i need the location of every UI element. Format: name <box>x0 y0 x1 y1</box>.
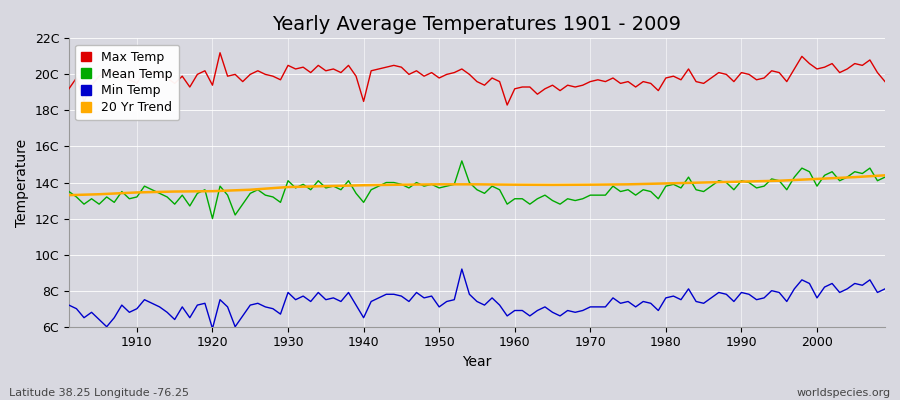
Legend: Max Temp, Mean Temp, Min Temp, 20 Yr Trend: Max Temp, Mean Temp, Min Temp, 20 Yr Tre… <box>76 44 179 120</box>
Y-axis label: Temperature: Temperature <box>15 138 29 226</box>
Text: Latitude 38.25 Longitude -76.25: Latitude 38.25 Longitude -76.25 <box>9 388 189 398</box>
X-axis label: Year: Year <box>463 355 491 369</box>
Text: worldspecies.org: worldspecies.org <box>796 388 891 398</box>
Title: Yearly Average Temperatures 1901 - 2009: Yearly Average Temperatures 1901 - 2009 <box>273 15 681 34</box>
